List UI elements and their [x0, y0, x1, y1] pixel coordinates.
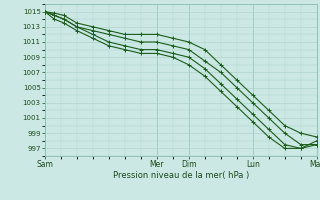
X-axis label: Pression niveau de la mer( hPa ): Pression niveau de la mer( hPa )	[113, 171, 249, 180]
